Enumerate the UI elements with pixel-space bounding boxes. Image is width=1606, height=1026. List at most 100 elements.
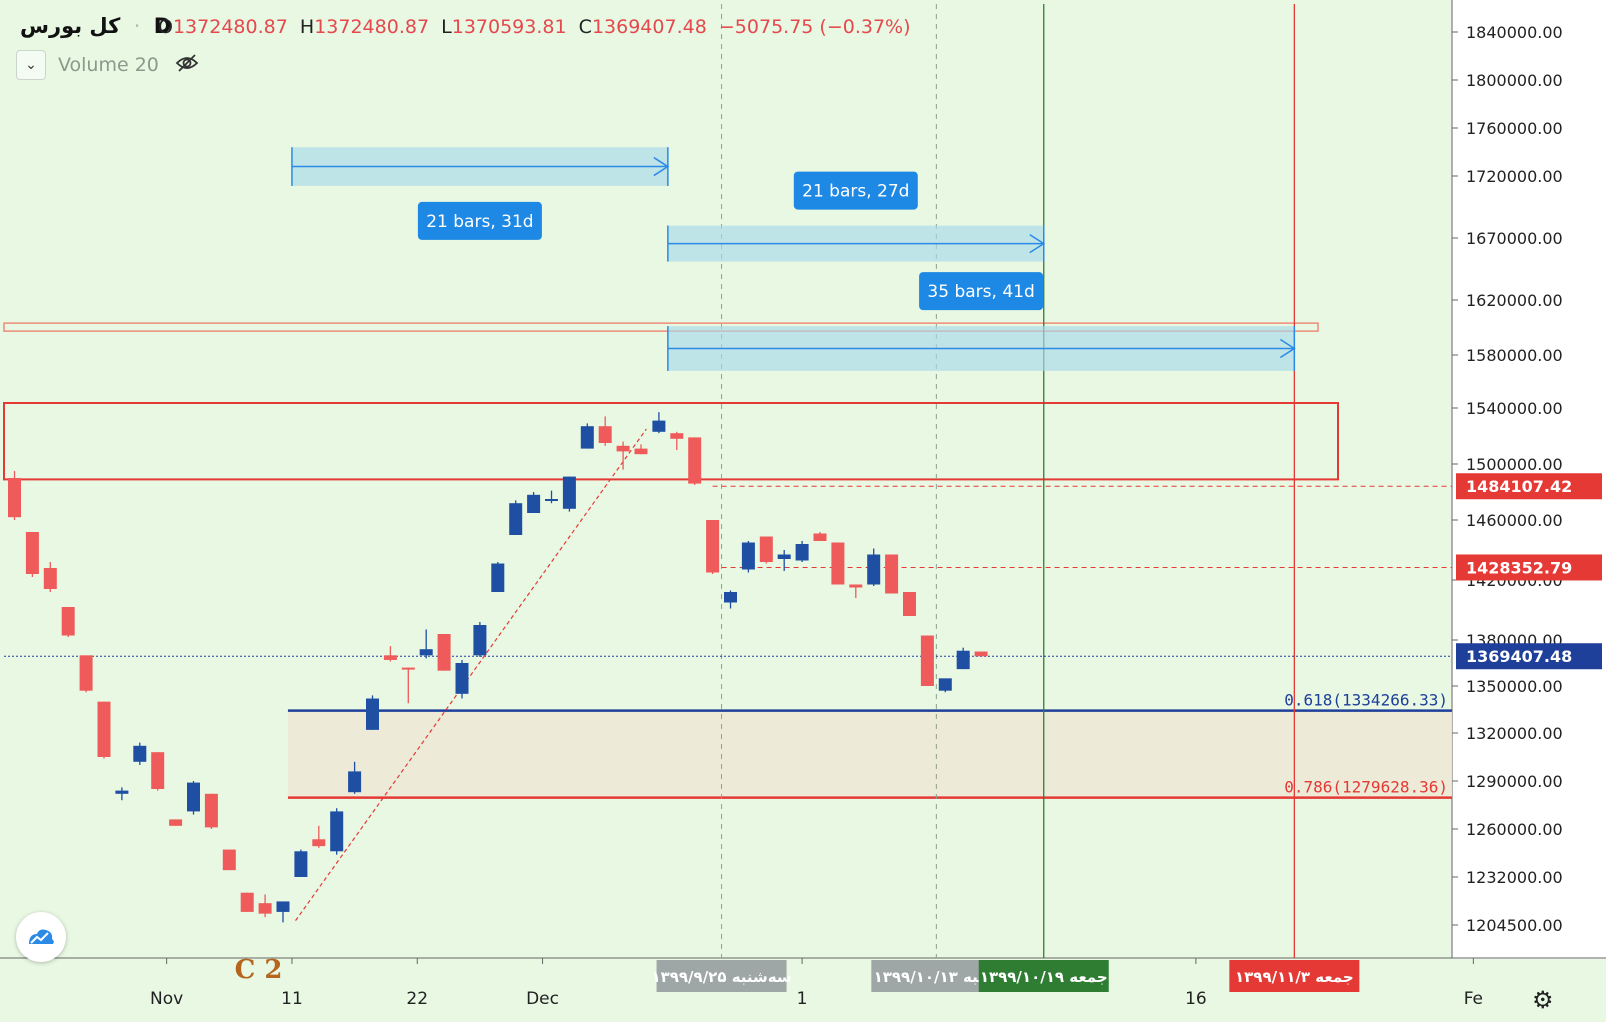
range-arrow-head: [1279, 338, 1296, 359]
candle-body: [115, 790, 129, 794]
symbol-name[interactable]: کل بورس: [20, 14, 121, 38]
candle-body: [312, 839, 326, 847]
y-tick-label: 1580000.00: [1466, 346, 1563, 365]
date-label-box: [978, 960, 1109, 992]
fib-label: 0.618(1334266.33): [1284, 691, 1448, 710]
wave-annotation: C 2: [235, 955, 283, 985]
range-arrow-head: [1029, 233, 1046, 254]
candle-body: [956, 650, 970, 670]
candle-body: [831, 542, 845, 585]
candle-body: [795, 544, 809, 561]
y-tick-label: 1540000.00: [1466, 399, 1563, 418]
low-label: L: [441, 16, 452, 38]
volume-label[interactable]: Volume 20: [58, 54, 159, 76]
x-tick-label: 16: [1185, 989, 1207, 1009]
candle-body: [562, 476, 576, 509]
candle-body: [545, 499, 558, 501]
date-label: سه‌شنبه ۱۳۹۹/۹/۲۵: [651, 968, 791, 986]
y-tick-label: 1290000.00: [1466, 772, 1563, 791]
candle-body: [580, 426, 594, 449]
thin-zone: [3, 322, 1319, 332]
range-label-box: [417, 201, 542, 240]
candle-body: [348, 771, 362, 793]
y-tick-label: 1620000.00: [1466, 291, 1563, 310]
candle-body: [598, 426, 612, 443]
tradingview-logo-icon[interactable]: [16, 912, 66, 962]
candle-body: [974, 651, 988, 657]
price-label: 1369407.48: [1466, 647, 1572, 666]
candle-body: [903, 592, 916, 616]
candle-body: [813, 533, 827, 541]
range-label: 35 bars, 41d: [927, 282, 1034, 302]
price-label-box: [1456, 473, 1602, 500]
x-tick-label: 1: [797, 989, 808, 1009]
close-label: C: [578, 16, 592, 38]
chevron-down-icon[interactable]: ⌄: [16, 50, 46, 80]
high-label: H: [299, 16, 315, 38]
candle-body: [634, 448, 648, 455]
eye-hidden-icon[interactable]: [175, 53, 199, 78]
date-label-box: [656, 960, 787, 992]
symbol-title[interactable]: کل بورس · D: [20, 14, 171, 38]
interval[interactable]: D: [153, 14, 172, 38]
range-label: 21 bars, 31d: [426, 212, 533, 232]
candle-body: [79, 655, 93, 691]
candle-body: [133, 745, 147, 762]
candle-body: [885, 554, 899, 594]
candle-body: [61, 607, 75, 636]
candle-body: [240, 892, 254, 912]
title-separator: ·: [133, 14, 141, 38]
y-tick-label: 1500000.00: [1466, 455, 1563, 474]
y-tick-label: 1670000.00: [1466, 229, 1563, 248]
y-tick-label: 1460000.00: [1466, 511, 1563, 530]
gear-icon[interactable]: ⚙: [1532, 986, 1554, 1014]
y-tick-label: 1800000.00: [1466, 71, 1563, 90]
price-axis-background: [1452, 0, 1606, 1022]
candle-body: [258, 903, 272, 914]
candle-body: [419, 649, 433, 656]
y-tick-label: 1260000.00: [1466, 820, 1563, 839]
candle-body: [473, 625, 487, 656]
candle-body: [151, 752, 165, 789]
candle-body: [294, 851, 308, 877]
candle-body: [938, 678, 952, 691]
price-label-box: [1456, 554, 1602, 581]
candle-body: [920, 635, 934, 686]
candle-body: [670, 433, 684, 439]
candle-body: [509, 503, 523, 535]
candle-body: [222, 849, 236, 871]
plot-background: [0, 0, 1452, 1022]
volume-indicator-row: ⌄ Volume 20: [16, 50, 199, 80]
date-label: جمعه ۱۳۹۹/۱۰/۱۹: [980, 968, 1108, 986]
candle-body: [43, 568, 57, 589]
candle-body: [688, 437, 702, 484]
candle-body: [491, 563, 505, 592]
candle-body: [97, 701, 111, 757]
open-label: O: [158, 16, 173, 38]
range-arrow-head: [653, 156, 670, 177]
price-label: 1428352.79: [1466, 558, 1572, 577]
candle-body: [616, 445, 630, 452]
close-value: 1369407.48: [591, 16, 707, 38]
x-tick-label: Nov: [150, 989, 183, 1009]
trend-line: [295, 428, 647, 921]
candle-body: [366, 698, 379, 730]
candle-body: [455, 663, 469, 694]
y-tick-label: 1720000.00: [1466, 167, 1563, 186]
change-value: −5075.75 (−0.37%): [718, 16, 911, 38]
candle-body: [741, 542, 755, 570]
y-tick-label: 1840000.00: [1466, 23, 1563, 42]
open-value: 1372480.87: [172, 16, 288, 38]
date-label: شنبه ۱۳۹۹/۱۰/۱۳: [874, 968, 1000, 986]
candle-body: [8, 478, 21, 518]
y-tick-label: 1320000.00: [1466, 724, 1563, 743]
candle-body: [437, 634, 451, 671]
resistance-zone: [3, 402, 1339, 481]
y-tick-label: 1350000.00: [1466, 677, 1563, 696]
low-value: 1370593.81: [451, 16, 567, 38]
candle-body: [401, 667, 415, 670]
candle-body: [383, 655, 397, 660]
x-tick-label: Dec: [526, 989, 559, 1009]
